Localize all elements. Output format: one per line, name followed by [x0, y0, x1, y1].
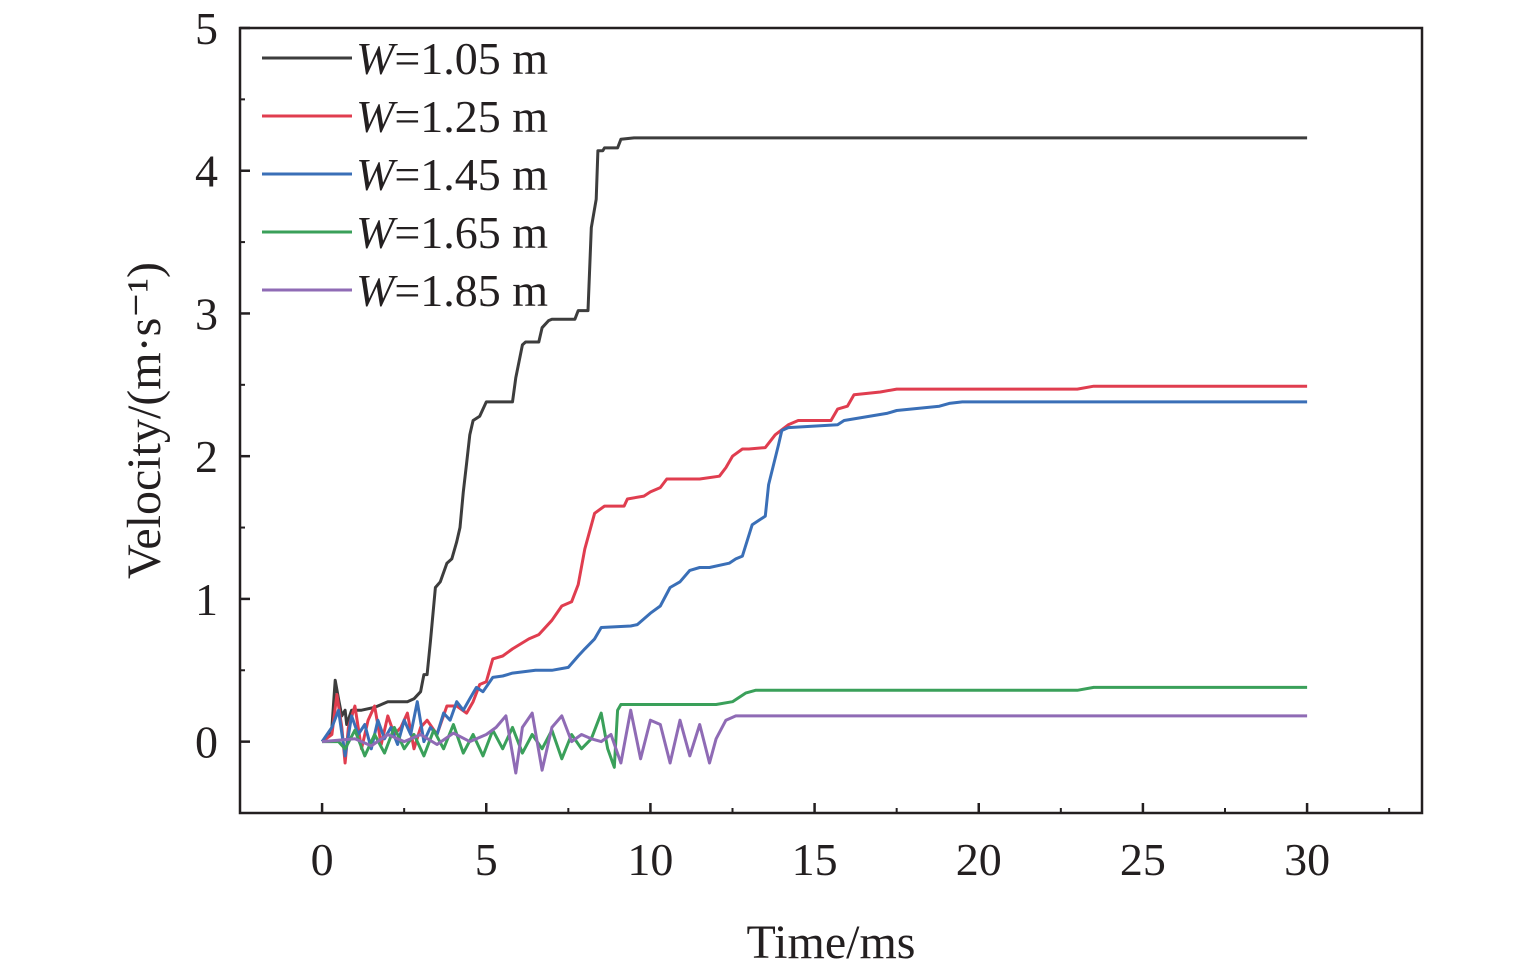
legend-variable: W — [356, 91, 398, 142]
series-line-5 — [321, 708, 1308, 775]
x-tick-label: 5 — [475, 834, 498, 885]
legend-value: =1.25 m — [394, 91, 548, 142]
x-tick-label: 0 — [311, 834, 334, 885]
series-line-4 — [322, 685, 1308, 769]
legend-label-5: W=1.85 m — [356, 265, 548, 316]
legend-value: =1.65 m — [394, 207, 548, 258]
x-axis: 0 5 10 15 20 25 30 — [239, 803, 1391, 885]
x-tick-label: 10 — [627, 834, 673, 885]
x-tick-label: 30 — [1284, 834, 1330, 885]
legend-value: =1.45 m — [394, 149, 548, 200]
legend-value: =1.85 m — [394, 265, 548, 316]
x-tick-label: 25 — [1120, 834, 1166, 885]
series-layer — [320, 136, 1308, 775]
y-tick-label: 5 — [195, 3, 218, 54]
y-tick-label: 2 — [195, 431, 218, 482]
legend-variable: W — [356, 33, 398, 84]
legend-value: =1.05 m — [394, 33, 548, 84]
legend-label-2: W=1.25 m — [356, 91, 548, 142]
y-tick-label: 4 — [195, 146, 218, 197]
legend-label-1: W=1.05 m — [356, 33, 548, 84]
y-axis-title: Velocity/(m·s⁻¹) — [118, 262, 171, 579]
y-tick-label: 1 — [195, 574, 218, 625]
legend-variable: W — [356, 149, 398, 200]
y-axis: 0 1 2 3 4 5 — [195, 3, 250, 814]
series-line-3 — [320, 400, 1308, 758]
legend: W=1.05 mW=1.25 mW=1.45 mW=1.65 mW=1.85 m — [262, 33, 548, 316]
x-axis-title: Time/ms — [747, 916, 916, 969]
plot-frame — [238, 26, 1424, 815]
x-tick-label: 20 — [956, 834, 1002, 885]
legend-label-3: W=1.45 m — [356, 149, 548, 200]
legend-variable: W — [356, 207, 398, 258]
legend-variable: W — [356, 265, 398, 316]
y-tick-label: 3 — [195, 288, 218, 339]
x-tick-label: 15 — [792, 834, 838, 885]
y-tick-label: 0 — [195, 717, 218, 768]
legend-label-4: W=1.65 m — [356, 207, 548, 258]
